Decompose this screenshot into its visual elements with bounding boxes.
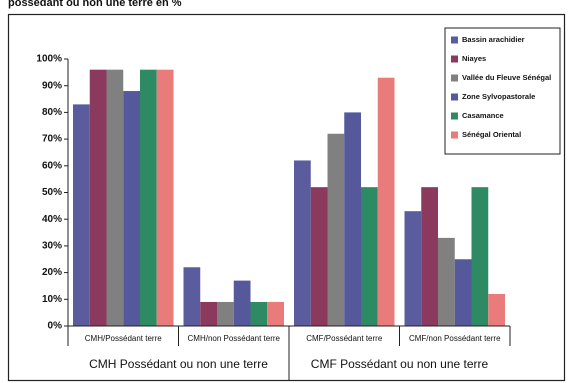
y-tick-label: 50% [42,187,62,198]
legend-box [444,27,561,155]
x-tick-label: CMH/Possédant terre [85,334,162,343]
bar [89,69,107,327]
group-label: CMH Possédant ou non une terre [89,357,268,371]
legend-swatch [451,112,458,120]
chart-title: possédant ou non une terre en % [8,0,182,9]
bar [140,69,157,327]
bar [310,187,328,326]
bar [267,301,284,326]
frame [7,13,566,382]
x-tick-label: CMH/non Possédant terre [188,334,281,343]
bar [377,77,395,326]
bar [156,69,174,327]
legend-label: Vallée du Fleuve Sénégal [462,73,551,82]
legend-swatch [451,55,458,63]
bar [250,301,268,326]
bar [404,211,422,326]
bar [344,112,361,327]
legend-label: Niayes [462,54,486,63]
y-tick-label: 80% [42,107,62,118]
y-tick-label: 20% [42,267,62,278]
bar [454,259,472,326]
legend-swatch [451,93,458,101]
legend-swatch [451,36,458,44]
bar [438,237,455,326]
bar [217,301,234,326]
bar [73,104,90,326]
bar [233,280,251,326]
bar [200,301,217,326]
y-tick-label: 60% [42,160,62,171]
y-tick-label: 40% [42,214,62,225]
y-tick-label: 100% [36,54,62,65]
bar [123,91,140,326]
x-tick-label: CMF/non Possédant terre [409,334,501,343]
legend-swatch [451,131,458,139]
group-label: CMF Possédant ou non une terre [311,357,489,371]
x-tick-label: CMF/Possédant terre [306,334,383,343]
y-tick-label: 10% [42,294,62,305]
bar [361,187,378,326]
bar [421,187,438,326]
y-tick-label: 90% [42,80,62,91]
bar [294,160,311,326]
bar [106,69,124,327]
legend-label: Bassin arachidier [462,35,525,44]
legend-label: Sénégal Oriental [462,130,521,139]
y-tick-label: 0% [48,321,63,332]
legend-swatch [451,74,458,82]
bar [183,267,201,326]
bar [488,293,505,326]
y-tick-label: 30% [42,241,62,252]
bar [327,133,345,326]
y-tick-label: 70% [42,134,62,145]
legend-label: Casamance [462,111,504,120]
legend-label: Zone Sylvopastorale [462,92,535,101]
bar [471,187,489,326]
